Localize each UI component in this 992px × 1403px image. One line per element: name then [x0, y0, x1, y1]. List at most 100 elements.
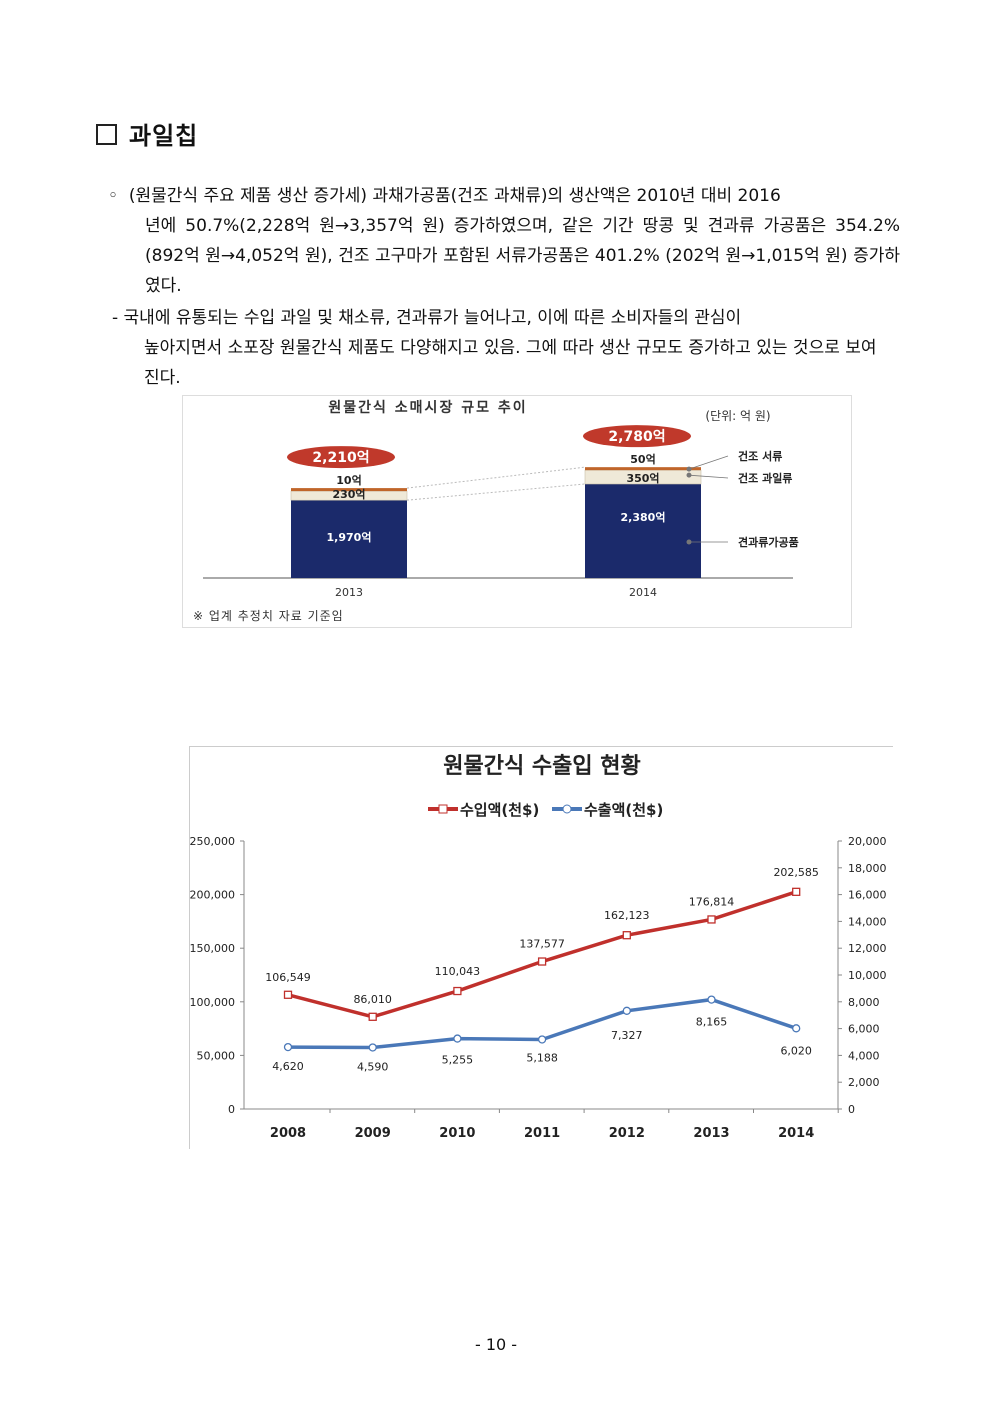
chart2-import-point — [368, 1012, 377, 1021]
chart2-data-label: 5,255 — [442, 1054, 474, 1067]
paragraph-production-growth: ◦ (원물간식 주요 제품 생산 증가세) 과채가공품(건조 과채류)의 생산액… — [108, 181, 900, 301]
chart2-right-tick-label: 0 — [848, 1103, 855, 1116]
chart2-export-point — [707, 995, 716, 1004]
chart2-legend-marker — [562, 804, 572, 814]
chart2-data-label: 7,327 — [611, 1029, 643, 1042]
chart1-legend-label: 견과류가공품 — [738, 535, 799, 549]
chart2-left-tick-label: 100,000 — [190, 996, 235, 1009]
paragraph2-line1: 국내에 유통되는 수입 과일 및 채소류, 견과류가 늘어나고, 이에 따른 소… — [123, 308, 742, 328]
retail-market-chart: 원물간식 소매시장 규모 추이 (단위: 억 원) 1,970억 230억 10억 2… — [182, 395, 852, 628]
chart1-connector-line — [406, 466, 586, 489]
chart1-data-label: 1,970억 — [327, 531, 372, 544]
chart2-left-tick-label: 50,000 — [197, 1049, 236, 1062]
chart2-x-tick-label: 2010 — [439, 1126, 475, 1141]
chart2-export-point — [537, 1035, 547, 1044]
chart2-data-label: 106,549 — [265, 971, 311, 984]
chart2-export-point — [453, 1034, 462, 1043]
page-number: - 10 - — [474, 1335, 518, 1354]
chart2-export-point — [283, 1042, 293, 1052]
chart2-right-tick-label: 4,000 — [848, 1049, 880, 1062]
chart2-data-label: 6,020 — [780, 1044, 812, 1057]
chart1-data-label: 50억 — [630, 453, 655, 466]
chart2-left-tick-label: 150,000 — [190, 942, 235, 955]
chart2-left-tick-label: 200,000 — [190, 889, 235, 902]
chart2-right-tick-label: 14,000 — [848, 915, 887, 928]
chart2-x-tick-label: 2013 — [693, 1126, 729, 1141]
chart2-right-tick-label: 20,000 — [848, 835, 887, 848]
chart2-export-point — [622, 1006, 631, 1015]
chart2-right-tick-label: 10,000 — [848, 969, 887, 982]
chart2-export-point — [792, 1024, 801, 1033]
chart2-axes: 0 50,000 100,000 150,000 200,000 250,000 0 2,00… — [190, 835, 887, 1141]
chart1-legend-label: 건조 과일류 — [738, 471, 792, 485]
chart2-x-tick-label: 2009 — [355, 1126, 391, 1141]
chart1-bar-segment — [290, 490, 408, 501]
chart2-legend-label: 수입액(천$) — [460, 801, 539, 819]
chart2-export-point — [368, 1043, 377, 1052]
chart2-x-tick-label: 2014 — [778, 1126, 814, 1141]
chart2-legend-marker — [438, 804, 448, 814]
chart1-bar-segment — [585, 483, 701, 578]
chart2-data-label: 86,010 — [353, 993, 392, 1006]
import-export-chart: 원물간식 수출입 현황 수입액(천$) 수출액(천$) 0 50,000 100,00… — [189, 746, 893, 1149]
chart2-left-tick-label: 250,000 — [190, 835, 235, 848]
chart2-right-tick-label: 16,000 — [848, 889, 887, 902]
chart2-legend: 수입액(천$) 수출액(천$) — [428, 801, 663, 819]
chart2-data-label: 4,590 — [357, 1060, 389, 1073]
chart1-connector-line — [406, 483, 586, 501]
chart2-right-tick-label: 6,000 — [848, 1023, 880, 1036]
chart2-import-point — [622, 931, 631, 940]
chart2-import-point — [283, 990, 293, 999]
chart1-callout-dot — [686, 466, 692, 472]
chart2-marks: 106,549 86,010 110,043 137,577 162,123 176,81… — [265, 866, 819, 1074]
circle-bullet: ◦ — [108, 186, 119, 206]
section-title: 과일칩 — [129, 122, 199, 150]
chart1-data-label: 230억 — [332, 488, 365, 501]
chart1-category-label: 2013 — [335, 586, 363, 599]
chart2-x-tick-label: 2011 — [524, 1126, 560, 1141]
paragraph1-line1: (원물간식 주요 제품 생산 증가세) 과채가공품(건조 과채류)의 생산액은 … — [128, 186, 781, 206]
paragraph-consumer-interest: - 국내에 유통되는 수입 과일 및 채소류, 견과류가 늘어나고, 이에 따른… — [112, 303, 882, 393]
chart1-bar-segment — [291, 488, 407, 492]
chart1-bar-segment — [291, 500, 407, 578]
chart1-total-label: 2,210억 — [312, 450, 369, 466]
chart2-legend-label: 수출액(천$) — [584, 801, 663, 819]
chart1-category-label: 2014 — [629, 586, 657, 599]
chart2-right-tick-label: 18,000 — [848, 862, 887, 875]
chart1-total-oval — [583, 425, 691, 448]
chart1-unit-label: (단위: 억 원) — [705, 409, 770, 423]
chart2-x-tick-label: 2012 — [609, 1126, 645, 1141]
chart2-data-label: 162,123 — [604, 909, 650, 922]
chart1-total-label: 2,780억 — [608, 429, 665, 445]
import-export-chart-svg: 원물간식 수출입 현황 수입액(천$) 수출액(천$) 0 50,000 100,00… — [190, 754, 887, 1141]
chart2-import-point — [792, 887, 801, 896]
chart2-left-tick-label: 0 — [228, 1103, 235, 1116]
chart2-data-label: 176,814 — [689, 895, 735, 908]
checkbox-square-icon — [96, 124, 117, 145]
chart2-data-label: 8,165 — [696, 1016, 728, 1029]
chart2-right-tick-label: 8,000 — [848, 996, 880, 1009]
chart2-data-label: 137,577 — [519, 938, 565, 951]
chart2-import-point — [453, 986, 462, 996]
chart1-title: 원물간식 소매시장 규모 추이 — [328, 399, 527, 416]
chart1-footnote: ※ 업계 추정치 자료 기준임 — [193, 609, 344, 623]
chart1-legend-label: 건조 서류 — [738, 449, 782, 463]
chart2-import-point — [707, 915, 716, 924]
section-heading: 과일칩 — [96, 116, 198, 151]
paragraph1-rest: 년에 50.7%(2,228억 원→3,357억 원) 증가하였으며, 같은 기… — [145, 216, 900, 296]
chart1-callout-line — [688, 455, 729, 470]
chart2-data-label: 202,585 — [773, 866, 819, 879]
chart1-bar-segment — [585, 467, 701, 471]
chart1-data-label: 2,380억 — [621, 511, 666, 524]
chart1-data-label: 10억 — [336, 474, 361, 487]
chart2-x-tick-label: 2008 — [270, 1126, 306, 1141]
chart1-callout-line — [688, 474, 729, 479]
chart2-data-label: 4,620 — [272, 1060, 304, 1073]
chart2-import-point — [537, 957, 547, 966]
chart2-data-label: 5,188 — [526, 1051, 558, 1064]
paragraph2-rest: 높아지면서 소포장 원물간식 제품도 다양해지고 있음. 그에 따라 생산 규모… — [144, 338, 877, 388]
chart1-bar-segment — [584, 469, 702, 485]
chart2-right-tick-label: 12,000 — [848, 942, 887, 955]
